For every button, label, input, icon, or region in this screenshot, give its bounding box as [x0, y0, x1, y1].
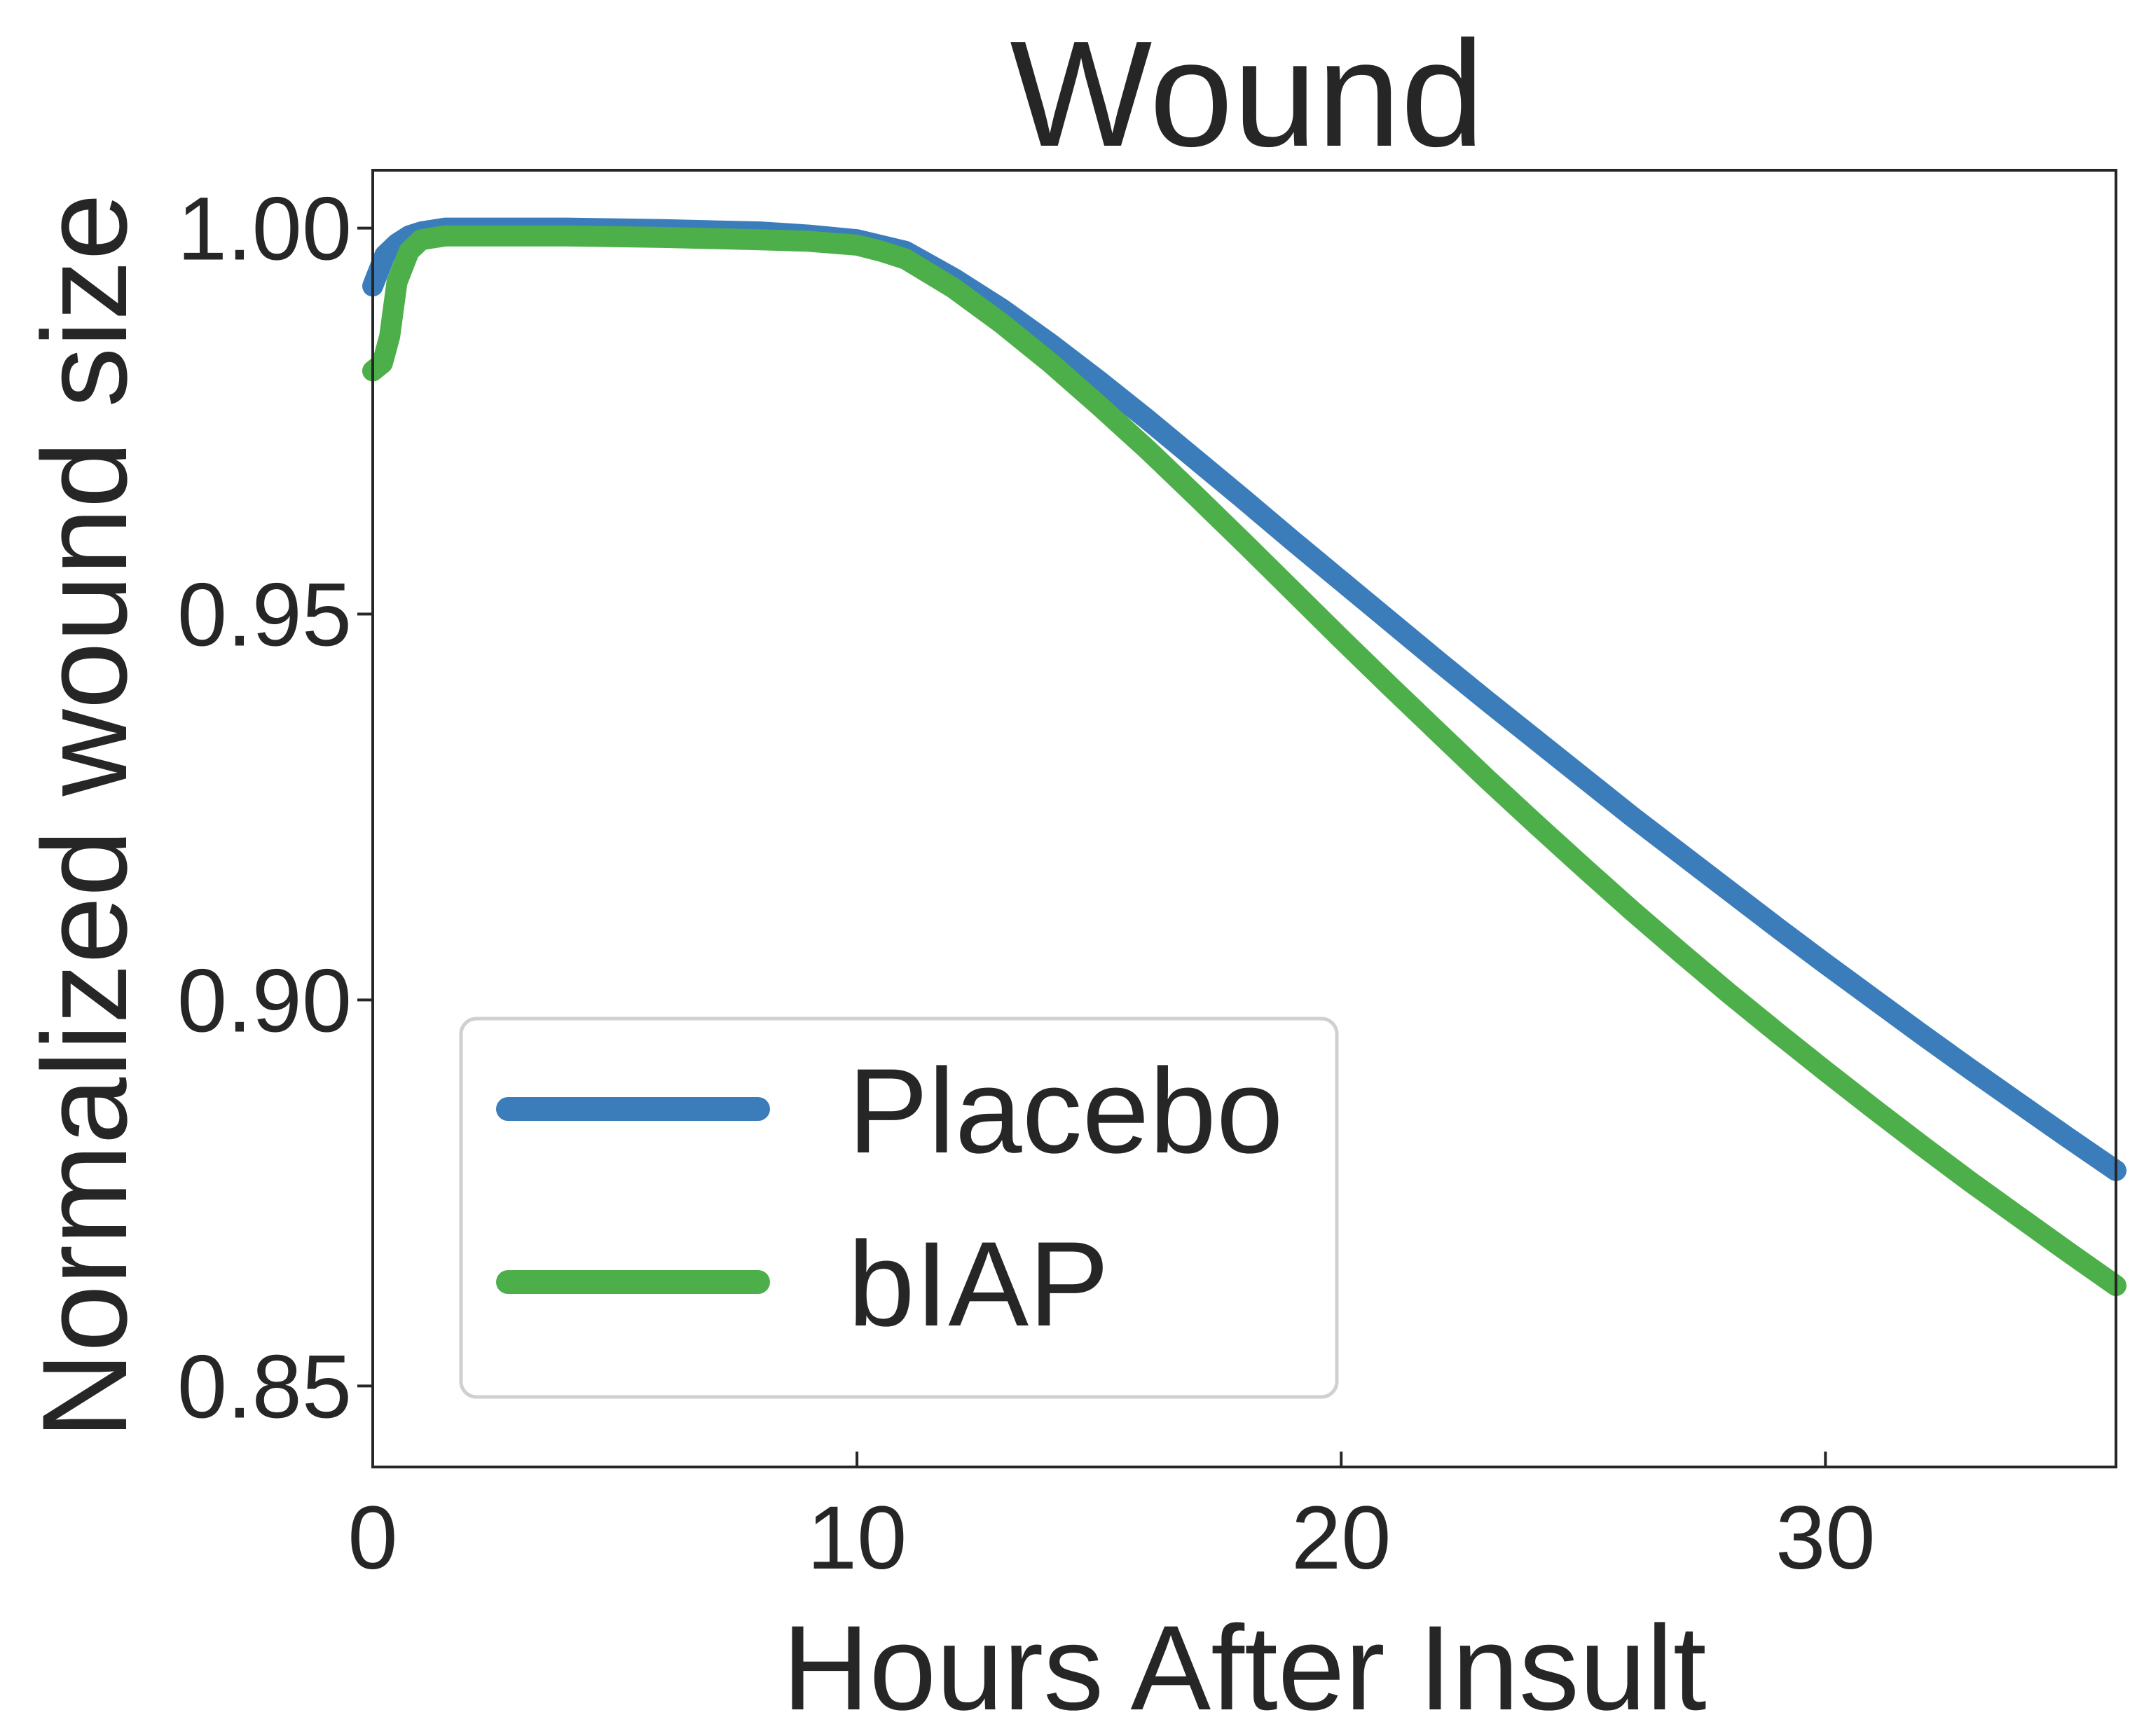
x-tick-label: 20	[1291, 1488, 1391, 1588]
y-tick-label: 1.00	[177, 179, 352, 280]
axis-ticks: 0 10 20 30 0.85 0.90 0.95 1.00	[177, 179, 1876, 1588]
y-tick-label: 0.90	[177, 951, 352, 1051]
y-tick-label: 0.85	[177, 1337, 352, 1437]
chart-title: Wound	[1010, 9, 1484, 178]
y-axis-label: Normalized wound size	[18, 193, 152, 1439]
y-axis-label-group: Normalized wound size	[18, 193, 152, 1439]
legend-label: bIAP	[848, 1217, 1109, 1351]
legend-label: Placebo	[848, 1044, 1284, 1178]
legend: Placebo bIAP	[459, 1017, 1339, 1399]
plot-frame	[371, 169, 2117, 1468]
x-tick-label: 10	[807, 1488, 907, 1588]
legend-items: Placebo bIAP	[496, 1044, 1284, 1351]
x-axis-label: Hours After Insult	[782, 1601, 1706, 1735]
series-line-biap	[362, 225, 2126, 1297]
series-lines	[362, 217, 2126, 1297]
x-tick-label: 0	[348, 1488, 397, 1588]
x-tick-label: 30	[1775, 1488, 1875, 1588]
y-tick-label: 0.95	[177, 565, 352, 666]
